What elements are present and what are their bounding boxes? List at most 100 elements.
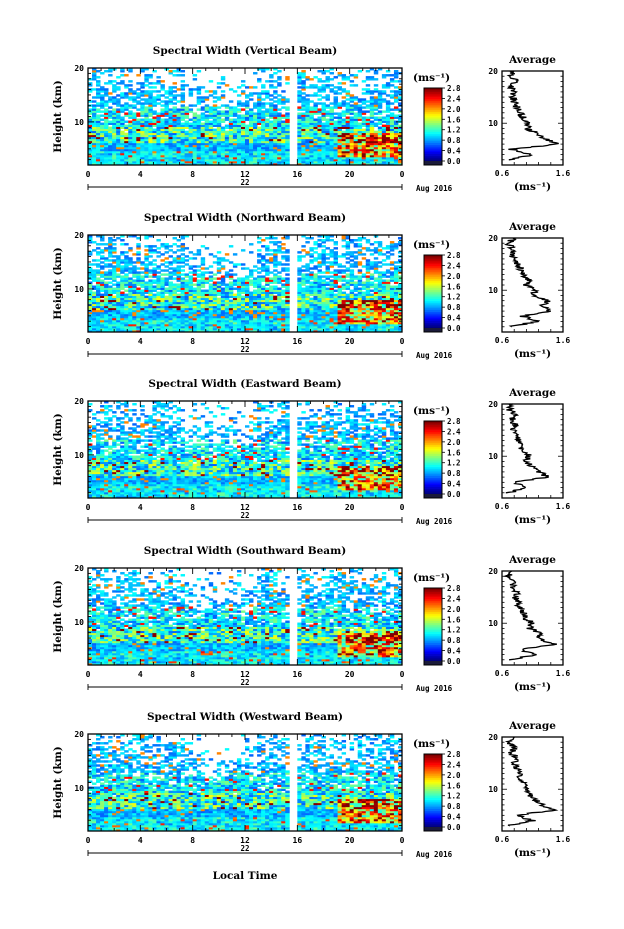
heatmap-cell [100, 114, 105, 117]
heatmap-cell [144, 297, 149, 301]
panel-2: Spectral Width (Northward Beam)2010Heigh… [52, 212, 570, 360]
heatmap-cell [108, 245, 113, 248]
heatmap-cell [297, 257, 302, 260]
heatmap-cell [269, 313, 274, 317]
heatmap-cell [200, 128, 206, 132]
heatmap-cell [208, 325, 214, 329]
heatmap-cell [92, 279, 97, 282]
heatmap-cell [88, 132, 93, 136]
heatmap-cell [349, 146, 355, 150]
heatmap-cell [253, 146, 258, 150]
heatmap-cell [144, 273, 149, 276]
heatmap-cell [373, 104, 379, 107]
heatmap-cell [273, 134, 278, 138]
heatmap-cell [164, 307, 169, 311]
heatmap-cell [281, 329, 286, 333]
heatmap-cell [361, 152, 367, 156]
heatmap-cell [377, 120, 383, 123]
heatmap-cell [180, 309, 186, 313]
heatmap-cell [212, 283, 218, 286]
heatmap-cell [265, 108, 270, 111]
heatmap-cell [333, 136, 338, 140]
heatmap-cell [228, 106, 234, 109]
heatmap-cell [281, 152, 286, 156]
heatmap-cell [128, 88, 133, 91]
heatmap-cell [176, 265, 181, 268]
heatmap-cell [341, 301, 347, 305]
heatmap-cell [353, 289, 359, 292]
heatmap-cell [132, 285, 137, 288]
heatmap-cell [349, 329, 355, 333]
heatmap-cell [136, 74, 141, 77]
heatmap-cell [333, 152, 338, 156]
heatmap-cell [265, 126, 270, 130]
heatmap-cell [253, 130, 258, 134]
heatmap-cell [261, 102, 266, 105]
heatmap-cell [337, 122, 343, 125]
heatmap-cell [180, 299, 186, 303]
heatmap-cell [144, 253, 149, 256]
heatmap-cell [192, 295, 198, 299]
heatmap-cell [309, 162, 314, 166]
heatmap-cell [116, 261, 121, 264]
heatmap-cell [108, 100, 113, 103]
heatmap-cell [208, 279, 214, 282]
heatmap-cell [369, 158, 375, 162]
heatmap-cell [369, 152, 375, 156]
heatmap-cell [224, 158, 230, 162]
heatmap-cell [164, 118, 169, 121]
heatmap-cell [277, 94, 282, 97]
heatmap-cell [329, 313, 334, 317]
heatmap-cell [273, 273, 278, 276]
heatmap-cell [232, 108, 238, 111]
heatmap-cell [337, 134, 343, 138]
heatmap-cell [309, 281, 314, 284]
heatmap-cell [100, 94, 105, 97]
colorbar-segment [424, 97, 442, 100]
heatmap-cell [257, 100, 262, 103]
heatmap-cell [100, 243, 105, 246]
heatmap-cell [277, 323, 282, 327]
heatmap-cell [273, 289, 278, 292]
heatmap-cell [361, 102, 367, 105]
heatmap-cell [301, 130, 306, 134]
heatmap-cell [393, 98, 399, 101]
heatmap-cell [104, 108, 109, 111]
heatmap-cell [136, 82, 141, 85]
heatmap-cell [297, 80, 302, 83]
heatmap-cell [393, 70, 399, 73]
heatmap-cell [156, 120, 161, 123]
heatmap-cell [305, 94, 310, 97]
heatmap-cell [345, 136, 351, 140]
heatmap-cell [261, 128, 266, 132]
heatmap-cell [108, 265, 113, 268]
heatmap-cell [208, 311, 214, 315]
heatmap-cell [88, 90, 93, 93]
heatmap-cell [277, 116, 282, 119]
heatmap-cell [265, 327, 270, 331]
heatmap-cell [92, 120, 97, 123]
heatmap-cell [152, 124, 157, 127]
heatmap-cell [148, 114, 153, 117]
heatmap-cell [148, 327, 153, 331]
heatmap-cell [341, 100, 347, 103]
heatmap-cell [373, 158, 379, 162]
heatmap-cell [349, 293, 355, 297]
heatmap-cell [112, 307, 117, 311]
heatmap-cell [160, 126, 165, 130]
heatmap-cell [96, 160, 101, 164]
heatmap-cell [104, 118, 109, 121]
heatmap-cell [349, 122, 355, 125]
heatmap-cell [273, 140, 278, 144]
heatmap-cell [160, 305, 165, 309]
heatmap-cell [184, 275, 190, 278]
heatmap-cell [353, 299, 359, 303]
colorbar-segment [424, 135, 442, 138]
heatmap-cell [329, 68, 334, 71]
heatmap-cell [349, 118, 355, 121]
heatmap-cell [196, 321, 202, 325]
heatmap-cell [188, 309, 194, 313]
heatmap-cell [104, 273, 109, 276]
heatmap-cell [120, 70, 125, 73]
heatmap-cell [281, 237, 286, 240]
